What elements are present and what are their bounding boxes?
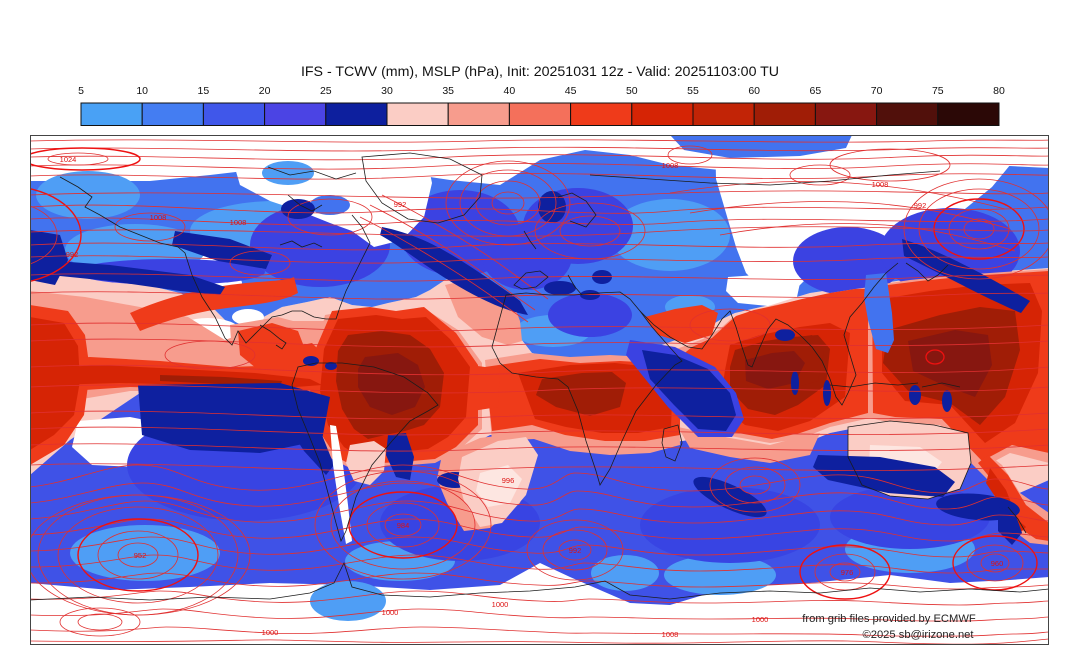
svg-text:15: 15 xyxy=(198,85,210,97)
svg-text:976: 976 xyxy=(841,568,854,577)
svg-text:60: 60 xyxy=(748,85,760,97)
svg-text:25: 25 xyxy=(320,85,332,97)
svg-text:1008: 1008 xyxy=(230,218,247,227)
svg-text:45: 45 xyxy=(565,85,577,97)
svg-text:1000: 1000 xyxy=(492,600,509,609)
svg-text:80: 80 xyxy=(993,85,1005,97)
svg-text:1000: 1000 xyxy=(752,615,769,624)
svg-text:20: 20 xyxy=(259,85,271,97)
svg-text:992: 992 xyxy=(914,201,927,210)
svg-text:40: 40 xyxy=(504,85,516,97)
svg-text:5: 5 xyxy=(78,85,84,97)
svg-text:50: 50 xyxy=(626,85,638,97)
svg-text:1008: 1008 xyxy=(662,630,679,639)
svg-text:1008: 1008 xyxy=(662,161,679,170)
svg-text:992: 992 xyxy=(66,250,79,259)
svg-text:992: 992 xyxy=(394,200,407,209)
svg-text:©2025 sb@irizone.net: ©2025 sb@irizone.net xyxy=(862,629,974,641)
svg-text:992: 992 xyxy=(569,546,582,555)
svg-text:1000: 1000 xyxy=(382,608,399,617)
svg-text:952: 952 xyxy=(134,551,147,560)
svg-text:10: 10 xyxy=(136,85,148,97)
svg-text:75: 75 xyxy=(932,85,944,97)
svg-text:30: 30 xyxy=(381,85,393,97)
svg-text:1008: 1008 xyxy=(872,180,889,189)
svg-text:996: 996 xyxy=(502,476,515,485)
svg-text:35: 35 xyxy=(442,85,454,97)
svg-text:from grib files provided by EC: from grib files provided by ECMWF xyxy=(802,613,976,625)
svg-text:1008: 1008 xyxy=(150,213,167,222)
svg-text:55: 55 xyxy=(687,85,699,97)
svg-text:984: 984 xyxy=(397,521,410,530)
svg-text:960: 960 xyxy=(991,559,1004,568)
svg-text:1000: 1000 xyxy=(262,628,279,637)
svg-text:70: 70 xyxy=(871,85,883,97)
svg-text:65: 65 xyxy=(810,85,822,97)
svg-text:1024: 1024 xyxy=(60,155,77,164)
